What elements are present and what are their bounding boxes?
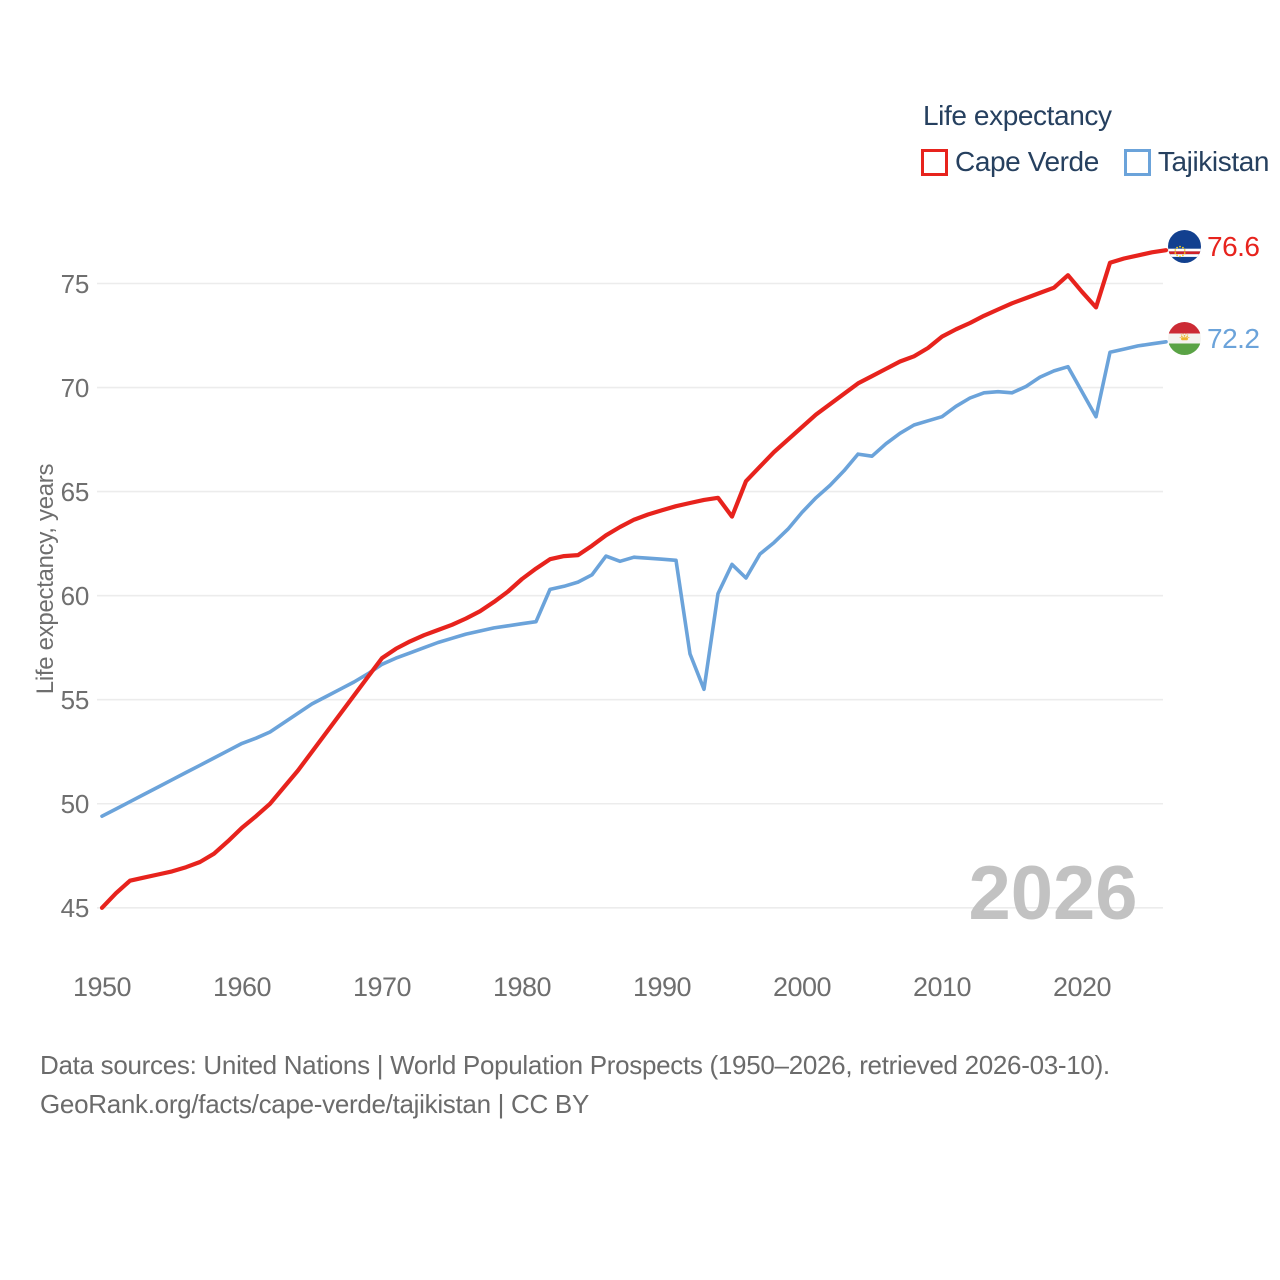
x-tick-label: 1980 xyxy=(492,972,552,1002)
data-source-line: Data sources: United Nations | World Pop… xyxy=(40,1050,1110,1080)
attribution-line[interactable]: GeoRank.org/facts/cape-verde/tajikistan … xyxy=(40,1089,590,1119)
y-tick-label: 65 xyxy=(60,476,90,507)
legend-label: Cape Verde xyxy=(955,146,1099,177)
y-tick-label: 55 xyxy=(60,684,90,715)
legend-item-tajikistan[interactable]: Tajikistan xyxy=(1123,146,1270,178)
x-tick-label: 1990 xyxy=(632,972,692,1002)
legend-item-cape-verde[interactable]: Cape Verde xyxy=(921,146,1099,178)
x-tick-label: 2000 xyxy=(772,972,832,1002)
cape-verde-end-value: 76.6 xyxy=(1207,231,1260,262)
cape-verde-flag-icon xyxy=(1168,230,1201,263)
x-tick-label: 2010 xyxy=(912,972,972,1002)
y-tick-label: 60 xyxy=(60,580,90,611)
x-tick-label: 2020 xyxy=(1052,972,1112,1002)
watermark-year: 2026 xyxy=(968,851,1138,936)
y-tick-label: 75 xyxy=(60,268,90,299)
footer: Data sources: United Nations | World Pop… xyxy=(40,1046,1240,1124)
chart-legend: Life expectancy Cape Verde Tajikistan xyxy=(921,100,1269,178)
tajikistan-end-value: 72.2 xyxy=(1207,323,1260,354)
gridlines xyxy=(97,282,1163,909)
cape-verde-swatch xyxy=(921,148,948,176)
tajikistan-swatch xyxy=(1123,148,1151,176)
y-tick-label: 70 xyxy=(60,372,90,403)
tajikistan-flag-icon xyxy=(1168,322,1201,355)
legend-title: Life expectancy xyxy=(923,100,1112,131)
legend-label: Tajikistan xyxy=(1157,146,1270,177)
y-tick-label: 45 xyxy=(60,892,90,923)
tajikistan-line[interactable] xyxy=(100,339,1168,819)
legend-row: Cape Verde Tajikistan xyxy=(921,146,1269,178)
y-tick-label: 50 xyxy=(60,788,90,819)
x-tick-label: 1960 xyxy=(212,972,272,1002)
cape-verde-line[interactable] xyxy=(99,248,1169,910)
x-tick-label: 1970 xyxy=(352,972,412,1002)
x-tick-label: 1950 xyxy=(72,972,132,1002)
